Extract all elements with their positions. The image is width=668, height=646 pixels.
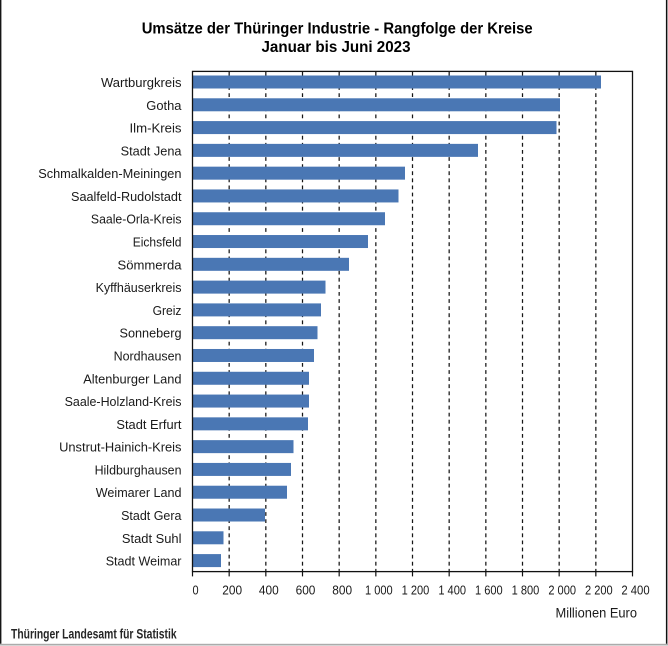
svg-text:1 200: 1 200 [402, 583, 430, 598]
svg-text:Sonneberg: Sonneberg [120, 326, 182, 341]
svg-text:Stadt Erfurt: Stadt Erfurt [116, 417, 181, 432]
svg-text:Sömmerda: Sömmerda [118, 257, 183, 272]
svg-text:Saale-Orla-Kreis: Saale-Orla-Kreis [91, 212, 182, 227]
svg-text:Nordhausen: Nordhausen [114, 348, 182, 363]
svg-text:0: 0 [192, 583, 198, 598]
svg-text:Umsätze der Thüringer Industri: Umsätze der Thüringer Industrie - Rangfo… [142, 21, 533, 38]
svg-text:200: 200 [222, 583, 242, 598]
svg-text:Januar bis Juni 2023: Januar bis Juni 2023 [262, 39, 411, 56]
svg-text:Hildburghausen: Hildburghausen [95, 462, 182, 477]
svg-text:Wartburgkreis: Wartburgkreis [101, 75, 182, 90]
svg-text:2 400: 2 400 [621, 583, 649, 598]
svg-text:800: 800 [332, 583, 352, 598]
svg-text:Ilm-Kreis: Ilm-Kreis [130, 121, 182, 136]
svg-text:Saale-Holzland-Kreis: Saale-Holzland-Kreis [65, 394, 182, 409]
svg-text:Millionen Euro: Millionen Euro [556, 605, 638, 620]
svg-text:1 400: 1 400 [438, 583, 466, 598]
svg-text:Unstrut-Hainich-Kreis: Unstrut-Hainich-Kreis [59, 440, 182, 455]
svg-text:Eichsfeld: Eichsfeld [133, 235, 182, 250]
svg-text:Schmalkalden-Meiningen: Schmalkalden-Meiningen [38, 166, 181, 181]
svg-text:2 200: 2 200 [585, 583, 613, 598]
svg-text:Thüringer Landesamt für Statis: Thüringer Landesamt für Statistik [11, 626, 177, 641]
svg-text:1 600: 1 600 [475, 583, 503, 598]
svg-text:Stadt Jena: Stadt Jena [121, 143, 182, 158]
svg-text:400: 400 [259, 583, 279, 598]
svg-text:2 000: 2 000 [548, 583, 576, 598]
svg-text:Greiz: Greiz [153, 303, 182, 318]
svg-text:Saalfeld-Rudolstadt: Saalfeld-Rudolstadt [71, 189, 182, 204]
svg-text:600: 600 [296, 583, 316, 598]
svg-text:1 800: 1 800 [512, 583, 540, 598]
svg-text:Stadt Gera: Stadt Gera [121, 508, 182, 523]
svg-text:Stadt Suhl: Stadt Suhl [122, 531, 182, 546]
svg-text:Weimarer Land: Weimarer Land [96, 485, 182, 500]
svg-text:Gotha: Gotha [146, 98, 182, 113]
svg-text:1 000: 1 000 [365, 583, 393, 598]
svg-text:Stadt Weimar: Stadt Weimar [106, 554, 182, 569]
svg-text:Altenburger Land: Altenburger Land [83, 371, 181, 386]
svg-text:Kyffhäuserkreis: Kyffhäuserkreis [96, 280, 182, 295]
